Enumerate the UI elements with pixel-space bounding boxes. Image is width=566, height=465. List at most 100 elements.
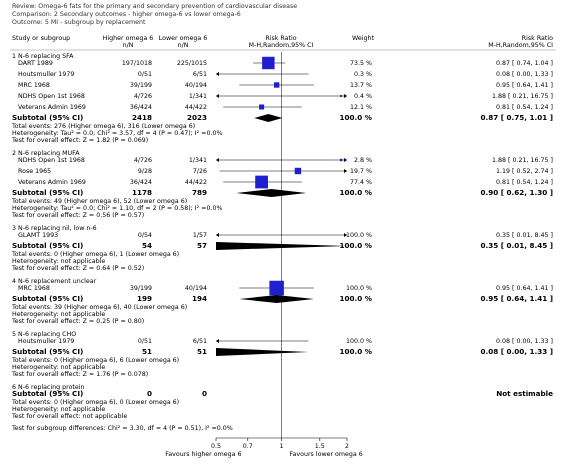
weight: 2.8 % <box>354 157 372 164</box>
subtotal-rr: 0.95 [ 0.64, 1.41 ] <box>480 294 553 303</box>
weight: 19.7 % <box>350 168 372 175</box>
risk-ratio: 1.88 [ 0.21, 16.75 ] <box>492 93 553 100</box>
weight: 100.0 % <box>346 338 372 345</box>
lower-events: 225/1015 <box>177 60 207 67</box>
subtotal-rr: 0.08 [ 0.00, 1.33 ] <box>480 347 553 356</box>
subtotal-weight: 100.0 % <box>340 188 372 197</box>
risk-ratio: 0.95 [ 0.64, 1.41 ] <box>496 82 553 89</box>
subgroup-note: Total events: 276 (Higher omega 6), 316 … <box>11 123 195 130</box>
study-square <box>259 104 265 110</box>
x-tick-label: 0.7 <box>243 443 253 450</box>
subgroup-title: 2 N-6 replacing MUFA <box>12 150 80 157</box>
higher-events: 36/424 <box>130 179 152 186</box>
study-name: Houtsmuller 1979 <box>18 71 74 78</box>
study-square <box>255 175 268 189</box>
lower-events: 6/51 <box>193 71 207 78</box>
x-tick-label: 1 <box>279 443 283 450</box>
subtotal-label: Subtotal (95% CI) <box>12 294 83 303</box>
col-header: Study or subgroup <box>12 35 70 42</box>
ci-arrow <box>216 339 219 343</box>
higher-events: 0/54 <box>138 232 152 239</box>
subgroup-title: 1 N-6 replacing SFA <box>12 53 74 60</box>
lower-events: 40/194 <box>185 285 207 292</box>
col-header: Higher omega 6 <box>103 35 154 42</box>
subtotal-diamond <box>236 189 307 197</box>
risk-ratio: 0.87 [ 0.74, 1.04 ] <box>496 60 553 67</box>
lower-events: 44/422 <box>185 179 207 186</box>
subtotal-label: Subtotal (95% CI) <box>12 188 83 197</box>
higher-events: 39/199 <box>130 285 152 292</box>
study-name: Veterans Admin 1969 <box>18 104 86 111</box>
ci-arrow <box>216 233 219 237</box>
subgroup-note: Heterogeneity: not applicable <box>12 406 105 413</box>
weight: 12.1 % <box>350 104 372 111</box>
favours-right: Favours lower omega 6 <box>290 451 363 458</box>
study-square <box>273 82 280 88</box>
subtotal-weight: 100.0 % <box>340 241 372 250</box>
ci-arrow <box>216 158 219 162</box>
subgroup-note: Heterogeneity: not applicable <box>12 258 105 265</box>
weight: 100.0 % <box>346 285 372 292</box>
subtotal-lower: 789 <box>192 188 207 197</box>
subtotal-lower: 0 <box>202 389 207 398</box>
lower-events: 1/57 <box>193 232 207 239</box>
col-header: Risk Ratio <box>265 35 296 42</box>
subgroup-note: Total events: 0 (Higher omega 6), 1 (Low… <box>11 251 179 258</box>
col-header: n/N <box>123 42 134 49</box>
study-square <box>340 95 343 97</box>
subgroup-note: Heterogeneity: Tau² = 0.0; Chi² = 3.57, … <box>12 130 222 137</box>
subtotal-higher: 1178 <box>132 188 152 197</box>
subtotal-rr: 0.87 [ 0.75, 1.01 ] <box>480 113 553 122</box>
study-square <box>339 158 343 162</box>
subtotal-lower: 57 <box>197 241 207 250</box>
higher-events: 0/51 <box>138 338 152 345</box>
col-header: Lower omega 6 <box>159 35 208 42</box>
subtotal-weight: 100.0 % <box>340 294 372 303</box>
study-square <box>262 56 275 70</box>
higher-events: 4/726 <box>134 93 152 100</box>
col-header: M-H,Random,95% CI <box>249 42 314 49</box>
study-name: GLAMT 1993 <box>18 232 58 239</box>
higher-events: 0/51 <box>138 71 152 78</box>
subtotal-higher: 0 <box>147 389 152 398</box>
lower-events: 7/26 <box>193 168 207 175</box>
x-tick-label: 0.5 <box>211 443 221 450</box>
subtotal-rr: 0.90 [ 0.62, 1.30 ] <box>480 188 553 197</box>
subtotal-rr: 0.35 [ 0.01, 8.45 ] <box>480 241 553 250</box>
weight: 13.7 % <box>350 82 372 89</box>
risk-ratio: 0.81 [ 0.54, 1.24 ] <box>496 104 553 111</box>
col-header: Weight <box>352 35 374 42</box>
subtotal-diamond <box>254 114 283 122</box>
subgroup-title: 4 N-6 replacement unclear <box>12 278 97 285</box>
subgroup-differences: Test for subgroup differences: Chi² = 3.… <box>11 425 233 432</box>
subgroup-title: 3 N-6 replacing nil, low n-6 <box>12 225 97 232</box>
lower-events: 40/194 <box>185 82 207 89</box>
lower-events: 1/341 <box>189 157 207 164</box>
subtotal-lower: 2023 <box>187 113 207 122</box>
subgroup-note: Total events: 39 (Higher omega 6), 40 (L… <box>11 304 187 311</box>
weight: 0.3 % <box>354 71 372 78</box>
subgroup-title: 5 N-6 replacing CHO <box>12 331 76 338</box>
study-name: Rose 1965 <box>18 168 51 175</box>
subgroup-note: Total events: 49 (Higher omega 6), 52 (L… <box>11 198 187 205</box>
risk-ratio: 0.95 [ 0.64, 1.41 ] <box>496 285 553 292</box>
higher-events: 36/424 <box>130 104 152 111</box>
higher-events: 39/199 <box>130 82 152 89</box>
subgroup-note: Total events: 0 (Higher omega 6), 6 (Low… <box>11 357 179 364</box>
x-tick-label: 2 <box>345 443 349 450</box>
weight: 0.4 % <box>354 93 372 100</box>
col-header: Risk Ratio <box>522 35 553 42</box>
subtotal-higher: 51 <box>142 347 152 356</box>
study-name: Houtsmuller 1979 <box>18 338 74 345</box>
subtotal-diamond <box>216 348 309 356</box>
lower-events: 44/422 <box>185 104 207 111</box>
lower-events: 1/341 <box>189 93 207 100</box>
subtotal-diamond <box>216 242 347 250</box>
subtotal-higher: 199 <box>137 294 152 303</box>
outcome: Outcome: 5 MI - subgroup by replacement <box>12 19 146 26</box>
study-name: NDHS Open 1st 1968 <box>18 157 85 164</box>
subgroup-note: Test for overall effect: Z = 0.64 (P = 0… <box>11 265 144 272</box>
ci-arrow <box>344 94 347 98</box>
risk-ratio: 0.08 [ 0.00, 1.33 ] <box>496 71 553 78</box>
